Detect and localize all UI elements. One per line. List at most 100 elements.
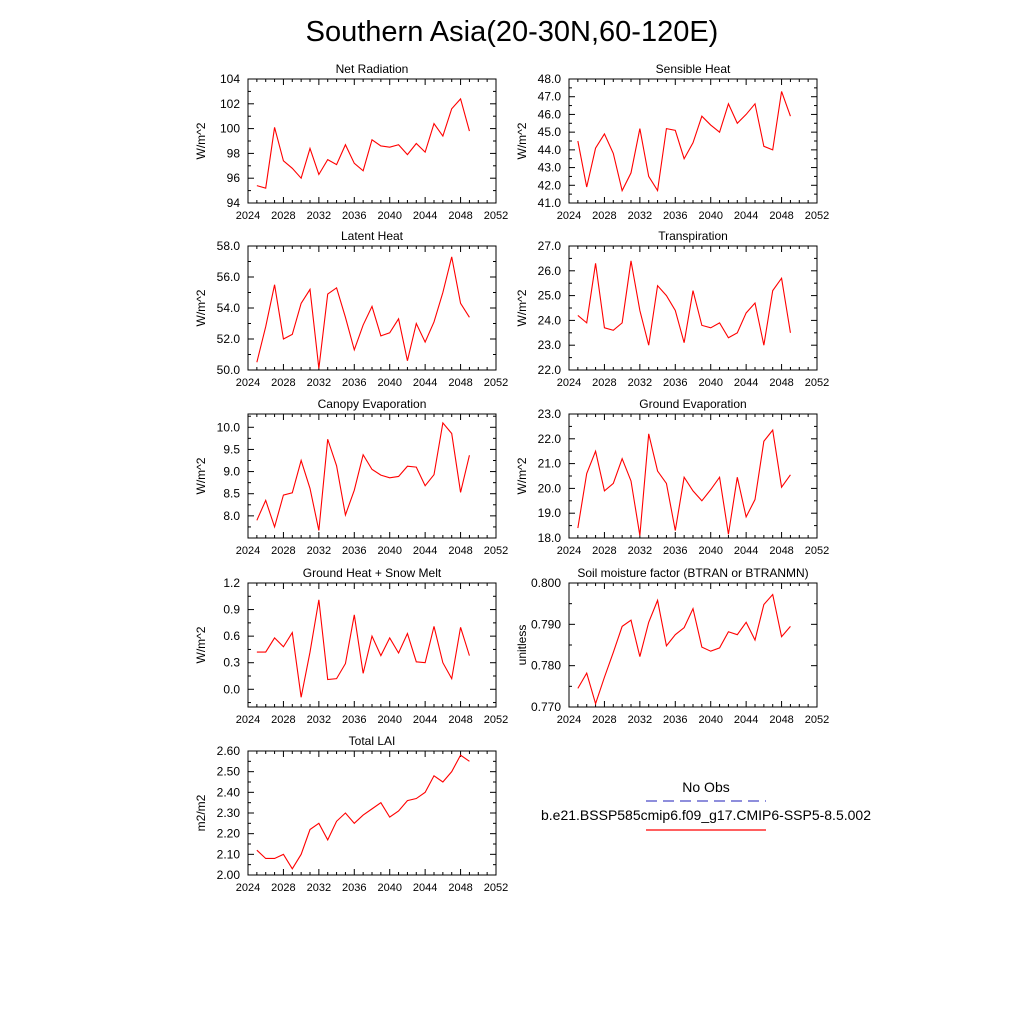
x-tick-label: 2036 bbox=[342, 210, 366, 222]
y-axis-label: W/m^2 bbox=[515, 289, 529, 326]
plot-frame bbox=[247, 413, 497, 539]
plot-frame bbox=[247, 582, 497, 708]
panel-latent-heat: Latent Heat W/m^2 2024 2028 2032 2036 2040 2044… bbox=[194, 229, 508, 389]
y-tick-label: 47.0 bbox=[538, 90, 562, 104]
panel-canopy-evaporation: Canopy Evaporation W/m^2 2024 2028 2032 2036 2… bbox=[194, 397, 508, 557]
y-axis-label: W/m^2 bbox=[194, 457, 208, 494]
x-tick-label: 2032 bbox=[628, 210, 652, 222]
y-tick-label: 0.6 bbox=[223, 629, 240, 643]
panel-ground-heat-snow-melt: Ground Heat + Snow Melt W/m^2 2024 2028 2032… bbox=[194, 566, 508, 726]
panel-title: Sensible Heat bbox=[656, 62, 731, 76]
x-tick-label: 2032 bbox=[307, 545, 331, 557]
panel-title: Ground Heat + Snow Melt bbox=[303, 566, 442, 580]
y-tick-label: 48.0 bbox=[538, 72, 562, 86]
chart-panels: Net Radiation W/m^2 2024 2028 2032 2036 2040 20… bbox=[194, 62, 829, 894]
x-tick-label: 2024 bbox=[557, 210, 581, 222]
y-tick-label: 44.0 bbox=[538, 143, 562, 157]
panel-total-lai: Total LAI m2/m2 2024 2028 2032 2036 2040 2044 20… bbox=[194, 734, 508, 894]
x-tick-label: 2032 bbox=[628, 377, 652, 389]
y-axis-label: W/m^2 bbox=[515, 457, 529, 494]
x-tick-label: 2048 bbox=[769, 377, 793, 389]
panel-ground-evaporation: Ground Evaporation W/m^2 2024 2028 2032 2036 2… bbox=[515, 397, 829, 557]
panel-title: Transpiration bbox=[658, 229, 728, 243]
y-tick-label: 25.0 bbox=[538, 289, 562, 303]
panel-net-radiation: Net Radiation W/m^2 2024 2028 2032 2036 2040 20… bbox=[194, 62, 508, 222]
x-tick-label: 2048 bbox=[448, 377, 472, 389]
x-tick-label: 2024 bbox=[236, 545, 260, 557]
y-tick-label: 41.0 bbox=[538, 196, 562, 210]
y-tick-label: 2.60 bbox=[217, 744, 241, 758]
x-tick-label: 2028 bbox=[592, 377, 616, 389]
x-tick-label: 2048 bbox=[448, 714, 472, 726]
panel-sensible-heat: Sensible Heat W/m^2 2024 2028 2032 2036 2040 20… bbox=[515, 62, 829, 222]
y-tick-label: 0.790 bbox=[531, 617, 561, 631]
y-axis-label: W/m^2 bbox=[194, 289, 208, 326]
x-tick-label: 2052 bbox=[484, 714, 508, 726]
y-tick-label: 0.770 bbox=[531, 700, 561, 714]
x-tick-label: 2024 bbox=[236, 882, 260, 894]
x-tick-label: 2036 bbox=[663, 377, 687, 389]
legend-label-no-obs: No Obs bbox=[682, 779, 729, 795]
y-tick-label: 22.0 bbox=[538, 363, 562, 377]
x-tick-label: 2040 bbox=[698, 377, 722, 389]
x-tick-label: 2024 bbox=[557, 545, 581, 557]
y-tick-label: 102 bbox=[220, 97, 240, 111]
x-tick-label: 2052 bbox=[484, 210, 508, 222]
panel-title: Soil moisture factor (BTRAN or BTRANMN) bbox=[577, 566, 808, 580]
panel-title: Latent Heat bbox=[341, 229, 404, 243]
x-tick-label: 2044 bbox=[734, 210, 758, 222]
x-tick-label: 2028 bbox=[271, 545, 295, 557]
y-axis-label: W/m^2 bbox=[194, 626, 208, 663]
plot-frame bbox=[568, 245, 818, 371]
x-tick-label: 2040 bbox=[377, 714, 401, 726]
panel-title: Ground Evaporation bbox=[639, 397, 746, 411]
y-tick-label: 2.40 bbox=[217, 785, 241, 799]
x-tick-label: 2044 bbox=[734, 377, 758, 389]
plot-frame bbox=[568, 582, 818, 708]
x-tick-label: 2032 bbox=[628, 545, 652, 557]
y-axis-label: unitless bbox=[515, 625, 529, 666]
series-line bbox=[577, 428, 791, 536]
series-line bbox=[577, 91, 791, 193]
y-tick-label: 23.0 bbox=[538, 338, 562, 352]
y-tick-label: 1.2 bbox=[223, 576, 240, 590]
y-tick-label: 104 bbox=[220, 72, 240, 86]
y-tick-label: 8.5 bbox=[223, 487, 240, 501]
y-tick-label: 8.0 bbox=[223, 509, 240, 523]
y-tick-label: 0.800 bbox=[531, 576, 561, 590]
y-tick-label: 22.0 bbox=[538, 432, 562, 446]
x-tick-label: 2036 bbox=[342, 377, 366, 389]
x-tick-label: 2028 bbox=[271, 714, 295, 726]
y-tick-label: 20.0 bbox=[538, 481, 562, 495]
y-tick-label: 100 bbox=[220, 122, 240, 136]
x-tick-label: 2040 bbox=[377, 882, 401, 894]
y-tick-label: 0.780 bbox=[531, 659, 561, 673]
y-tick-label: 27.0 bbox=[538, 239, 562, 253]
panel-transpiration: Transpiration W/m^2 2024 2028 2032 2036 2040 20… bbox=[515, 229, 829, 389]
x-tick-label: 2032 bbox=[307, 210, 331, 222]
x-tick-label: 2052 bbox=[484, 545, 508, 557]
y-tick-label: 46.0 bbox=[538, 107, 562, 121]
x-tick-label: 2040 bbox=[377, 545, 401, 557]
y-tick-label: 42.0 bbox=[538, 178, 562, 192]
x-tick-label: 2040 bbox=[698, 714, 722, 726]
y-tick-label: 58.0 bbox=[217, 239, 241, 253]
x-tick-label: 2044 bbox=[413, 714, 437, 726]
x-tick-label: 2036 bbox=[342, 882, 366, 894]
x-tick-label: 2052 bbox=[805, 714, 829, 726]
x-tick-label: 2032 bbox=[307, 714, 331, 726]
legend: No Obs b.e21.BSSP585cmip6.f09_g17.CMIP6-… bbox=[541, 779, 871, 831]
x-tick-label: 2044 bbox=[413, 377, 437, 389]
x-tick-label: 2032 bbox=[307, 377, 331, 389]
y-tick-label: 2.10 bbox=[217, 847, 241, 861]
x-tick-label: 2024 bbox=[236, 210, 260, 222]
figure-title: Southern Asia(20-30N,60-120E) bbox=[306, 16, 719, 48]
x-tick-label: 2052 bbox=[484, 377, 508, 389]
x-tick-label: 2036 bbox=[663, 210, 687, 222]
x-tick-label: 2036 bbox=[342, 545, 366, 557]
y-tick-label: 0.3 bbox=[223, 656, 240, 670]
x-tick-label: 2044 bbox=[734, 545, 758, 557]
series-line bbox=[256, 97, 470, 189]
x-tick-label: 2048 bbox=[769, 714, 793, 726]
